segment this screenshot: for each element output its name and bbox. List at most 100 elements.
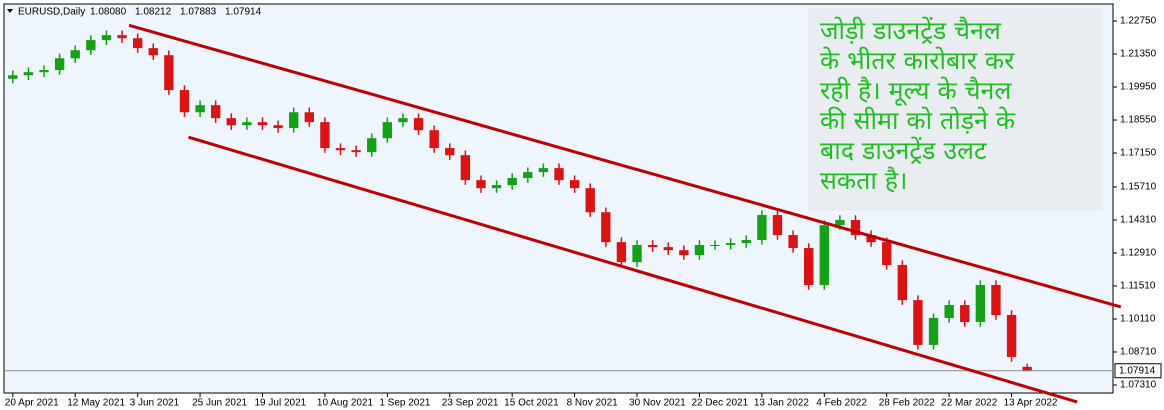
candle-body — [991, 285, 1001, 315]
x-tick-label: 12 May 2021 — [67, 398, 125, 409]
candle-body — [101, 35, 112, 41]
annotation-line: के भीतर कारोबार कर — [820, 46, 1015, 75]
candle-body — [944, 305, 954, 319]
y-tick-label: 1.21350 — [1120, 49, 1157, 60]
x-tick-label: 30 Nov 2021 — [629, 398, 686, 409]
candle-body — [585, 188, 595, 213]
candle-body — [179, 90, 190, 113]
candle-body — [960, 305, 970, 323]
candle-body — [788, 235, 798, 249]
candle-body — [616, 242, 627, 263]
annotation-line: जोड़ी डाउनट्रेंड चैनल — [820, 16, 1001, 45]
candle-body — [1006, 314, 1017, 357]
x-tick-label: 8 Nov 2021 — [567, 398, 619, 409]
candle-body — [710, 244, 720, 246]
candle-body — [39, 70, 49, 73]
x-tick-label: 4 Feb 2022 — [816, 398, 867, 409]
ohlc-value: 1.08080 — [90, 7, 127, 18]
x-tick-label: 23 Sep 2021 — [442, 398, 499, 409]
x-tick-label: 13 Apr 2022 — [1004, 398, 1058, 409]
x-tick-label: 3 Jun 2021 — [130, 398, 180, 409]
ohlc-header: 1.08080 1.08212 1.07883 1.07914 — [90, 7, 262, 18]
symbol-label: EURUSD,Daily — [18, 7, 85, 18]
annotation-line: सकता है। — [820, 166, 908, 195]
candle-body — [460, 155, 471, 181]
candle-body — [601, 212, 611, 243]
candle-body — [913, 300, 923, 345]
trend-line — [188, 135, 1078, 404]
candle-body — [351, 150, 361, 153]
candle-body — [148, 48, 158, 56]
candle-body — [86, 40, 96, 51]
candle-body — [663, 247, 673, 251]
y-tick-label: 1.07310 — [1120, 380, 1157, 391]
candle-body — [117, 35, 127, 39]
candle-body — [70, 50, 80, 59]
candle-body — [242, 122, 252, 126]
candle-body — [54, 58, 65, 71]
candle-body — [164, 55, 174, 91]
candle-body — [757, 215, 767, 241]
annotation-box: जोड़ी डाउनट्रेंड चैनल के भीतर कारोबार कर र… — [808, 8, 1103, 211]
y-tick-label: 1.08710 — [1120, 347, 1157, 358]
y-tick-label: 1.10110 — [1120, 314, 1156, 325]
candle-body — [647, 244, 658, 248]
candle-body — [413, 118, 424, 131]
annotation-line: रही है। मूल्य के चैनल — [820, 76, 1012, 105]
candle-body — [866, 235, 876, 243]
current-price-label: 1.07914 — [1119, 365, 1156, 376]
candle-body — [132, 38, 143, 49]
candle-body — [523, 172, 533, 179]
candle-body — [304, 112, 314, 123]
candle-body — [569, 180, 580, 189]
candle-body — [1022, 366, 1032, 371]
candle-body — [897, 265, 908, 301]
candle-body — [679, 250, 689, 256]
candle-body — [725, 243, 736, 245]
candle-body — [741, 240, 751, 244]
y-tick-label: 1.14310 — [1120, 215, 1157, 226]
candle-body — [538, 168, 549, 173]
ohlc-value: 1.07914 — [225, 7, 262, 18]
candle-body — [210, 105, 221, 119]
candle-body — [8, 75, 18, 79]
candle-body — [289, 112, 299, 129]
y-tick-label: 1.22750 — [1120, 16, 1157, 27]
candle-body — [928, 318, 939, 345]
candle-body — [882, 242, 892, 266]
x-tick-label: 25 Jun 2021 — [192, 398, 247, 409]
annotation-line: की सीमा को तोड़ने के — [820, 106, 1016, 135]
y-tick-label: 1.19950 — [1120, 82, 1157, 93]
x-tick-label: 15 Oct 2021 — [504, 398, 559, 409]
candle-body — [632, 244, 642, 263]
candle-body — [975, 285, 986, 323]
candle-body — [195, 105, 205, 113]
x-tick-label: 1 Sep 2021 — [379, 398, 431, 409]
candle-body — [273, 125, 283, 129]
candle-body — [835, 219, 845, 226]
x-tick-label: 22 Dec 2021 — [691, 398, 748, 409]
candle-body — [382, 122, 393, 139]
menu-arrow — [7, 9, 13, 13]
ohlc-value: 1.07883 — [180, 7, 217, 18]
candle-body — [476, 180, 486, 189]
y-tick-label: 1.18550 — [1120, 115, 1157, 126]
ohlc-value: 1.08212 — [135, 7, 172, 18]
current-price-box — [1114, 363, 1162, 379]
y-tick-label: 1.12910 — [1120, 248, 1157, 259]
candle-body — [320, 122, 330, 149]
x-tick-label: 28 Feb 2022 — [879, 398, 936, 409]
candle-body — [226, 118, 236, 126]
x-tick-label: 19 Jul 2021 — [254, 398, 306, 409]
candle-body — [850, 219, 861, 236]
candle-body — [23, 72, 34, 76]
candle-body — [429, 130, 439, 149]
y-tick-label: 1.11510 — [1120, 281, 1156, 292]
candle-body — [335, 148, 346, 151]
candle-body — [257, 122, 268, 126]
plot-layer — [5, 30, 1113, 372]
x-tick-label: 20 Apr 2021 — [5, 398, 59, 409]
candle-body — [772, 215, 783, 236]
candle-body — [554, 168, 564, 181]
